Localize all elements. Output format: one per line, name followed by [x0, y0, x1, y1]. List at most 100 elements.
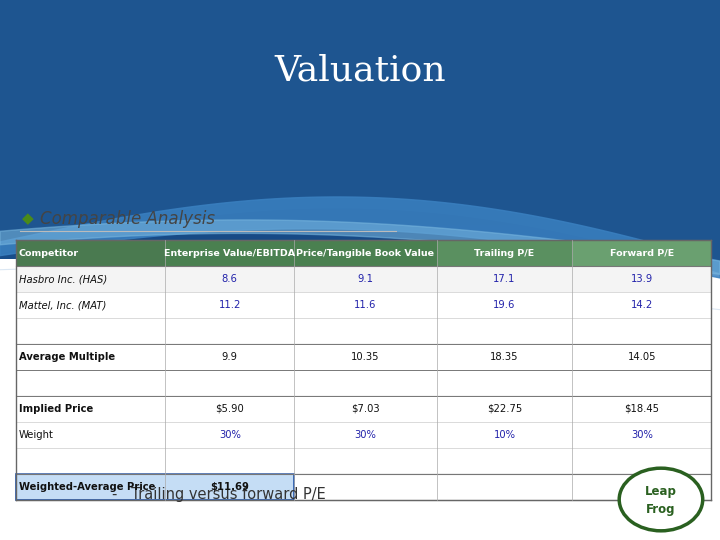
Text: 8.6: 8.6: [222, 274, 238, 284]
Bar: [572, 240, 711, 266]
Bar: [0, 252, 720, 261]
Bar: [0, 477, 720, 486]
Bar: [294, 240, 436, 266]
Bar: [0, 513, 720, 522]
Bar: [0, 18, 720, 27]
Bar: [0, 36, 720, 45]
Text: Price/Tangible Book Value: Price/Tangible Book Value: [297, 249, 434, 258]
Bar: [0, 423, 720, 432]
Bar: [0, 396, 720, 405]
Text: 14.2: 14.2: [631, 300, 653, 310]
Bar: [0, 259, 720, 540]
Bar: [0, 243, 720, 252]
Bar: [0, 315, 720, 324]
Text: ◆: ◆: [22, 211, 33, 226]
Bar: [0, 450, 720, 459]
Bar: [0, 387, 720, 396]
Text: Weight: Weight: [19, 430, 53, 440]
Bar: [0, 108, 720, 117]
Text: Hasbro Inc. (HAS): Hasbro Inc. (HAS): [19, 274, 107, 284]
Text: $18.45: $18.45: [624, 404, 660, 414]
Text: 30%: 30%: [354, 430, 377, 440]
Text: Valuation: Valuation: [274, 53, 446, 87]
Bar: [0, 153, 720, 162]
Bar: [0, 180, 720, 189]
Text: Average Multiple: Average Multiple: [19, 352, 115, 362]
Bar: [436, 240, 572, 266]
Text: 10%: 10%: [493, 430, 516, 440]
Bar: [0, 0, 720, 9]
Bar: [0, 144, 720, 153]
Bar: [0, 63, 720, 72]
Bar: [0, 306, 720, 315]
Text: 11.6: 11.6: [354, 300, 377, 310]
Text: Mattel, Inc. (MAT): Mattel, Inc. (MAT): [19, 300, 106, 310]
Bar: [0, 198, 720, 207]
Text: Frog: Frog: [647, 503, 675, 516]
Text: 9.9: 9.9: [222, 352, 238, 362]
Bar: [0, 441, 720, 450]
Bar: [0, 495, 720, 504]
Bar: [0, 486, 720, 495]
Bar: [0, 468, 720, 477]
Bar: [0, 297, 720, 306]
Bar: [16, 396, 711, 422]
Text: 18.35: 18.35: [490, 352, 518, 362]
Bar: [0, 414, 720, 423]
Bar: [16, 292, 711, 318]
Bar: [16, 266, 711, 292]
Bar: [0, 405, 720, 414]
Bar: [0, 81, 720, 90]
Text: Weighted-Average Price: Weighted-Average Price: [19, 482, 155, 491]
Text: Enterprise Value/EBITDA: Enterprise Value/EBITDA: [164, 249, 295, 258]
Text: Implied Price: Implied Price: [19, 404, 93, 414]
Bar: [0, 369, 720, 378]
Text: 30%: 30%: [631, 430, 653, 440]
Bar: [0, 531, 720, 540]
Bar: [0, 360, 720, 369]
Text: 11.2: 11.2: [219, 300, 241, 310]
Text: 30%: 30%: [219, 430, 240, 440]
Bar: [166, 240, 294, 266]
Bar: [0, 126, 720, 135]
Bar: [0, 432, 720, 441]
Bar: [16, 370, 711, 396]
Bar: [0, 9, 720, 18]
Bar: [16, 422, 711, 448]
Bar: [0, 27, 720, 36]
Bar: [0, 261, 720, 270]
Bar: [0, 207, 720, 216]
Bar: [0, 522, 720, 531]
Bar: [16, 318, 711, 344]
Bar: [0, 504, 720, 513]
Bar: [16, 344, 711, 370]
Bar: [0, 288, 720, 297]
Bar: [0, 189, 720, 198]
Text: Leap: Leap: [645, 485, 677, 498]
Circle shape: [619, 468, 703, 531]
Bar: [0, 342, 720, 351]
Bar: [0, 333, 720, 342]
Text: 9.1: 9.1: [357, 274, 374, 284]
Bar: [0, 459, 720, 468]
Bar: [16, 474, 711, 500]
Bar: [0, 162, 720, 171]
Text: Comparable Analysis: Comparable Analysis: [40, 210, 215, 228]
Bar: [16, 474, 294, 500]
Text: Forward P/E: Forward P/E: [610, 249, 674, 258]
Text: 17.1: 17.1: [493, 274, 516, 284]
Bar: [0, 378, 720, 387]
Text: Trailing P/E: Trailing P/E: [474, 249, 534, 258]
Bar: [0, 135, 720, 144]
Bar: [0, 117, 720, 126]
Text: 10.35: 10.35: [351, 352, 379, 362]
Bar: [0, 45, 720, 54]
Text: $11.69: $11.69: [210, 482, 249, 491]
Bar: [16, 240, 166, 266]
Text: $7.03: $7.03: [351, 404, 379, 414]
Bar: [0, 72, 720, 81]
Text: 14.05: 14.05: [628, 352, 656, 362]
Bar: [0, 351, 720, 360]
Bar: [16, 448, 711, 474]
Bar: [0, 270, 720, 279]
